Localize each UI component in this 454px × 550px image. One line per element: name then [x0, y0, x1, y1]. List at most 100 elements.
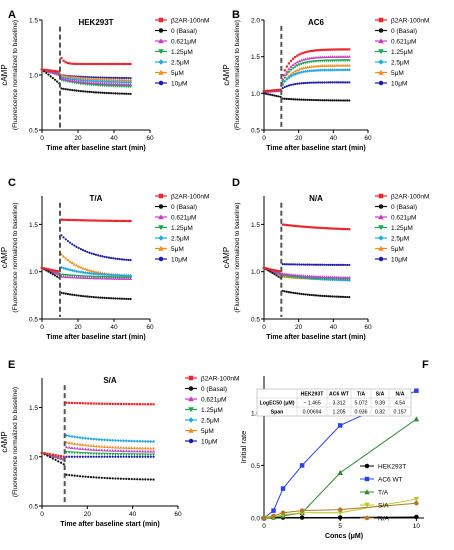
legend-marker [378, 214, 384, 220]
y-tick-label: 0.5 [29, 317, 38, 324]
data-point [98, 476, 101, 479]
data-point [72, 275, 76, 279]
data-point [81, 62, 85, 66]
legend-label: N/A [378, 516, 390, 523]
table-cell: 1.205 [333, 410, 346, 416]
data-point [306, 69, 310, 73]
data-point [83, 271, 87, 275]
data-point [90, 81, 94, 84]
data-point [413, 496, 420, 502]
data-point [413, 416, 420, 422]
data-point [81, 80, 85, 84]
data-point [122, 453, 126, 456]
legend-marker [378, 225, 384, 231]
data-point [116, 449, 120, 452]
data-point [283, 97, 286, 100]
data-point [326, 64, 331, 67]
data-point [105, 445, 109, 449]
data-point [141, 403, 144, 406]
data-point [103, 296, 106, 299]
data-point [92, 276, 96, 280]
data-point [125, 477, 128, 480]
data-point [337, 55, 341, 58]
data-point [127, 219, 130, 223]
data-point [60, 87, 63, 90]
data-point [335, 81, 338, 84]
data-point [84, 219, 87, 222]
data-point [40, 68, 44, 71]
data-point [66, 258, 70, 262]
data-point [109, 84, 113, 88]
data-point [287, 272, 291, 276]
data-point [283, 290, 286, 293]
data-point [122, 477, 125, 480]
data-point [283, 73, 287, 77]
data-point [329, 81, 332, 84]
table-cell: ~ 1.465 [303, 401, 321, 407]
data-point [68, 268, 72, 272]
data-point [127, 403, 131, 406]
table-header-cell: N/A [396, 392, 405, 398]
data-point [335, 63, 339, 67]
data-point [59, 455, 63, 458]
data-point [53, 78, 57, 81]
data-point [112, 76, 115, 79]
data-point [122, 78, 126, 82]
data-point [125, 297, 128, 300]
data-point [273, 94, 276, 97]
data-point [122, 446, 126, 449]
legend-label: β2AR-100nM [201, 376, 239, 383]
data-point [85, 276, 89, 280]
data-point [60, 57, 63, 60]
data-point [100, 272, 105, 277]
data-point [331, 68, 335, 72]
data-point [51, 453, 54, 456]
data-point [103, 62, 106, 66]
legend-label: AC6 WT [378, 477, 403, 484]
data-point [70, 441, 74, 445]
data-point [345, 68, 349, 72]
data-point [320, 275, 324, 278]
data-point [292, 83, 295, 86]
y-tick-label: 0.5 [251, 463, 260, 470]
data-point [321, 99, 324, 102]
data-point [114, 297, 117, 300]
data-point [120, 273, 124, 278]
data-point [138, 453, 142, 457]
data-point [99, 254, 102, 257]
legend-marker [378, 80, 384, 86]
data-point [339, 81, 343, 84]
data-point [271, 89, 274, 92]
data-point [294, 55, 297, 59]
data-point [57, 272, 61, 276]
data-point [120, 297, 124, 300]
table-header-cell: T/A [357, 392, 366, 398]
data-point [90, 79, 94, 83]
data-point [318, 55, 322, 59]
legend-label: 1.25μM [171, 49, 193, 56]
data-point [341, 59, 345, 62]
data-point [328, 59, 333, 63]
data-point [319, 99, 322, 102]
data-point [68, 259, 72, 263]
data-point [333, 295, 336, 298]
data-point [281, 272, 285, 275]
data-point [289, 72, 293, 76]
data-point [325, 99, 328, 102]
data-point [325, 295, 328, 298]
data-point [64, 292, 67, 295]
data-point [75, 451, 79, 455]
data-point [64, 433, 69, 438]
data-point [306, 274, 310, 278]
data-point [285, 65, 288, 68]
data-point [62, 275, 66, 278]
data-point [109, 78, 113, 81]
x-axis-label: Time after baseline start (min) [266, 334, 365, 341]
data-point [314, 60, 318, 63]
data-point [54, 455, 58, 459]
data-point [273, 89, 276, 92]
data-point [83, 443, 88, 447]
data-point [86, 452, 90, 455]
data-point [337, 63, 341, 67]
data-point [51, 270, 55, 273]
